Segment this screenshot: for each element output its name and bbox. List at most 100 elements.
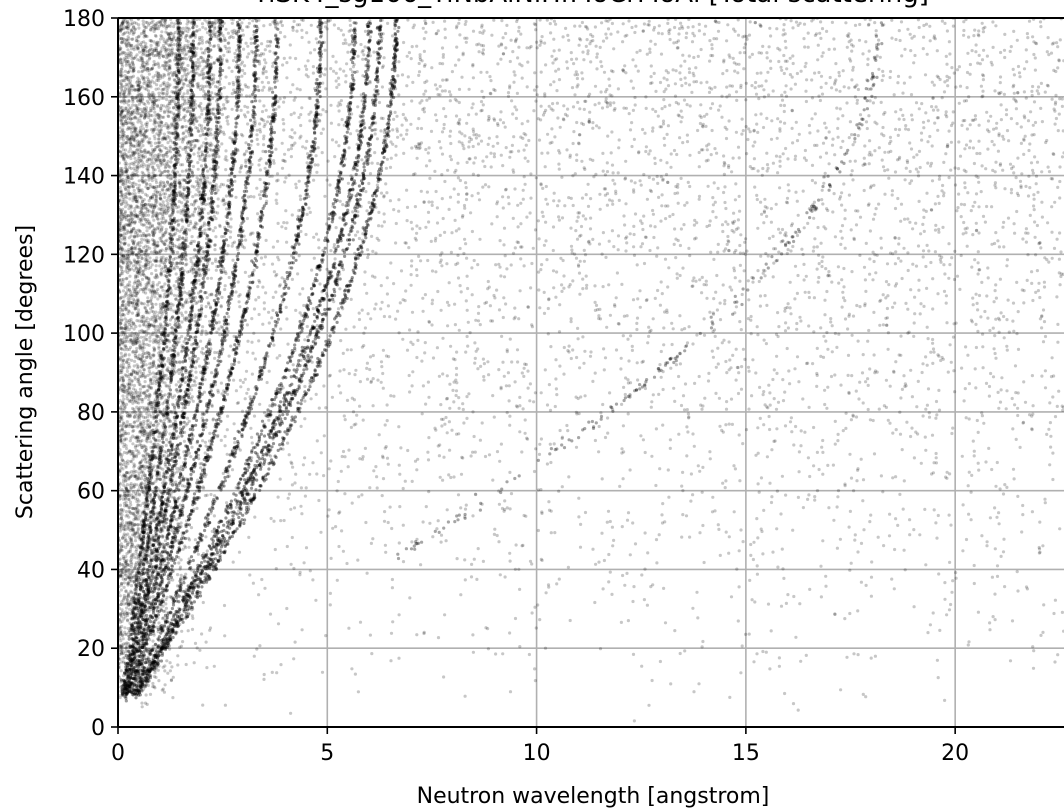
data-point: [278, 414, 282, 418]
data-point: [198, 444, 203, 448]
data-point: [132, 615, 136, 619]
data-point: [173, 202, 177, 206]
data-point: [173, 184, 177, 188]
data-point: [186, 190, 190, 194]
data-point: [222, 322, 227, 326]
data-point: [174, 191, 178, 195]
data-point: [159, 375, 163, 379]
data-point: [140, 586, 144, 590]
data-point: [168, 258, 172, 262]
data-point: [176, 57, 180, 61]
data-point: [193, 461, 197, 465]
data-point: [170, 606, 174, 611]
data-point: [287, 355, 291, 359]
data-point: [125, 662, 129, 666]
data-point: [264, 357, 268, 361]
data-point: [172, 218, 176, 222]
data-point: [138, 581, 142, 586]
data-point: [175, 126, 179, 130]
data-point: [168, 273, 172, 277]
data-point: [270, 143, 274, 147]
data-point: [236, 441, 240, 445]
data-point: [134, 602, 138, 606]
data-point: [351, 76, 355, 80]
data-point: [157, 387, 161, 391]
data-point: [152, 620, 156, 624]
data-point: [190, 106, 194, 110]
data-point: [131, 610, 135, 615]
data-point: [203, 522, 207, 526]
data-point: [142, 530, 146, 534]
data-point: [160, 600, 164, 605]
data-point: [169, 550, 173, 554]
data-point: [181, 241, 185, 246]
data-point: [171, 227, 175, 231]
data-point: [331, 263, 335, 267]
data-point: [212, 429, 216, 433]
data-point: [227, 298, 231, 302]
data-point: [287, 286, 291, 290]
data-point: [315, 308, 319, 312]
data-point: [174, 102, 178, 106]
data-point: [210, 210, 214, 214]
data-point: [215, 497, 219, 501]
data-point: [141, 541, 145, 545]
data-point: [177, 149, 181, 154]
data-point: [165, 289, 170, 293]
data-point: [161, 339, 165, 343]
data-point: [203, 463, 207, 467]
data-point: [185, 186, 189, 190]
data-point: [149, 472, 153, 476]
data-point: [164, 318, 168, 322]
data-point: [144, 515, 148, 519]
data-point: [155, 598, 159, 602]
data-point: [161, 573, 165, 577]
data-point: [306, 166, 310, 170]
data-point: [173, 220, 177, 224]
data-point: [193, 354, 197, 358]
data-point: [247, 146, 251, 150]
data-point: [140, 537, 144, 541]
data-point: [194, 331, 198, 335]
data-point: [318, 268, 322, 272]
data-point: [168, 245, 172, 249]
data-point: [250, 139, 254, 143]
data-point: [261, 206, 265, 210]
data-point: [134, 583, 139, 587]
data-point: [164, 304, 168, 308]
data-point: [169, 239, 173, 243]
data-point: [176, 157, 180, 161]
data-point: [141, 524, 145, 528]
data-point: [157, 369, 161, 373]
data-point: [165, 299, 169, 303]
data-point: [176, 94, 180, 99]
data-point: [176, 61, 180, 65]
data-point: [174, 96, 178, 101]
data-point: [318, 30, 322, 35]
data-point: [187, 180, 191, 184]
data-point: [223, 475, 227, 480]
data-point: [325, 231, 329, 235]
data-point: [199, 535, 203, 539]
data-point: [172, 198, 176, 203]
data-point: [351, 48, 355, 52]
data-point: [330, 220, 334, 224]
data-point: [142, 520, 146, 524]
data-point: [207, 353, 211, 357]
data-point: [169, 269, 173, 273]
data-point: [151, 590, 155, 594]
data-point: [131, 611, 135, 615]
data-point: [350, 95, 354, 99]
data-point: [143, 524, 147, 529]
data-point: [176, 305, 180, 309]
data-point: [173, 561, 177, 565]
data-point: [162, 331, 166, 335]
data-point: [137, 581, 141, 585]
data-point: [165, 323, 170, 327]
data-point: [152, 454, 156, 458]
data-point: [176, 91, 180, 95]
data-point: [177, 57, 181, 61]
data-point: [218, 23, 222, 27]
data-point: [341, 217, 345, 221]
data-point: [335, 192, 339, 196]
